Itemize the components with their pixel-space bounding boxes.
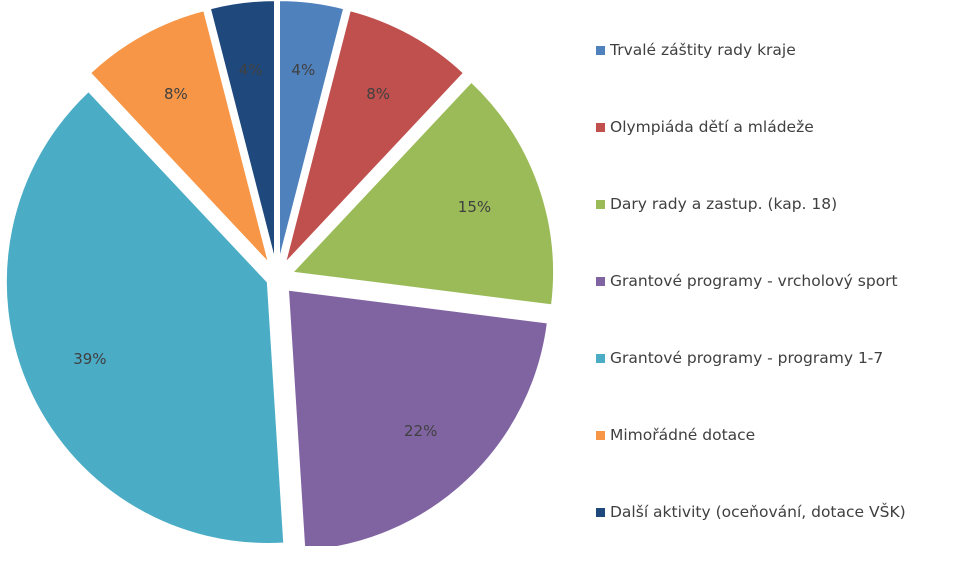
pie-chart: 4% 8% 15% 22% 39% 8% 4% [4, 0, 555, 546]
slice-data-label: 22% [404, 422, 437, 440]
slice-data-label: 15% [458, 198, 491, 216]
legend-item: Dary rady a zastup. (kap. 18) [596, 190, 977, 267]
chart-legend: Trvalé záštity rady kraje Olympiáda dětí … [596, 36, 977, 575]
legend-item: Trvalé záštity rady kraje [596, 36, 977, 113]
pie-labels: 4% 8% 15% 22% 39% 8% 4% [73, 61, 491, 440]
pie-slice [283, 8, 466, 265]
legend-label: Olympiáda dětí a mládeže [610, 118, 814, 136]
legend-label: Trvalé záštity rady kraje [610, 41, 796, 59]
slice-data-label: 4% [239, 61, 263, 79]
legend-item: Olympiáda dětí a mládeže [596, 113, 977, 190]
pie-slices [4, 0, 555, 546]
pie-slice [4, 89, 286, 545]
pie-slice [208, 0, 276, 263]
legend-swatch [596, 508, 605, 517]
slice-data-label: 39% [73, 350, 106, 368]
legend-swatch [596, 277, 605, 286]
legend-swatch [596, 46, 605, 55]
legend-swatch [596, 200, 605, 209]
pie-slice [286, 288, 550, 546]
legend-label: Grantové programy - programy 1-7 [610, 349, 884, 367]
pie-slice [289, 80, 555, 307]
legend-item: Grantové programy - programy 1-7 [596, 344, 977, 421]
slice-data-label: 4% [291, 61, 315, 79]
pie-slice [278, 0, 346, 263]
legend-label: Další aktivity (oceňování, dotace VŠK) [610, 503, 906, 521]
legend-swatch [596, 123, 605, 132]
legend-item: Mimořádné dotace [596, 421, 977, 498]
legend-item: Grantové programy - vrcholový sport [596, 267, 977, 344]
slice-data-label: 8% [366, 85, 390, 103]
slice-data-label: 8% [164, 85, 188, 103]
legend-label: Dary rady a zastup. (kap. 18) [610, 195, 838, 213]
legend-label: Grantové programy - vrcholový sport [610, 272, 898, 290]
legend-label: Mimořádné dotace [610, 426, 756, 444]
legend-swatch [596, 354, 605, 363]
legend-swatch [596, 431, 605, 440]
pie-slice [88, 8, 271, 265]
legend-item: Další aktivity (oceňování, dotace VŠK) [596, 498, 977, 575]
